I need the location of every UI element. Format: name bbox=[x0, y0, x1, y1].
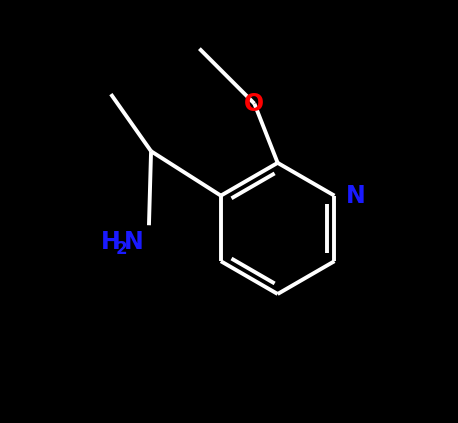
Text: 2: 2 bbox=[116, 239, 127, 258]
Text: H: H bbox=[101, 230, 121, 254]
Text: N: N bbox=[124, 230, 144, 254]
Text: O: O bbox=[244, 92, 264, 115]
Text: N: N bbox=[346, 184, 366, 208]
